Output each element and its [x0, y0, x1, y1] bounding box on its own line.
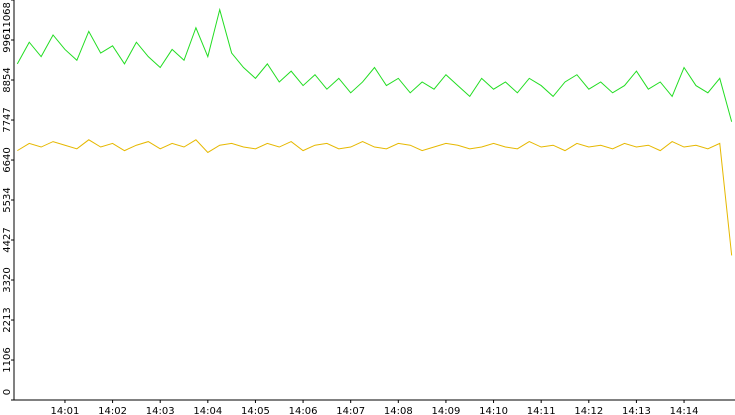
- y-tick-label: 8854: [2, 67, 13, 92]
- y-tick-label: 2213: [2, 307, 13, 332]
- x-tick-label: 14:02: [98, 406, 127, 415]
- y-tick-label: 1106: [2, 347, 13, 372]
- y-tick-label: 3320: [2, 267, 13, 292]
- x-tick-label: 14:06: [289, 406, 318, 415]
- x-tick-label: 14:14: [670, 406, 699, 415]
- x-tick-label: 14:01: [51, 406, 80, 415]
- x-tick-label: 14:04: [193, 406, 222, 415]
- y-tick-label: 7747: [2, 107, 13, 132]
- y-tick-label: 11068: [2, 2, 13, 34]
- x-tick-label: 14:05: [241, 406, 270, 415]
- x-tick-label: 14:08: [384, 406, 413, 415]
- x-tick-label: 14:11: [527, 406, 556, 415]
- y-tick-label: 5534: [2, 187, 13, 212]
- y-tick-label: 0: [2, 389, 13, 395]
- series-line: [16, 7, 733, 122]
- x-tick-label: 14:03: [146, 406, 175, 415]
- x-tick-label: 14:07: [336, 406, 365, 415]
- x-tick-label: 14:13: [622, 406, 651, 415]
- x-tick-label: 14:10: [479, 406, 508, 415]
- x-tick-label: 14:09: [432, 406, 461, 415]
- y-tick-label: 4427: [2, 227, 13, 252]
- series-line: [17, 139, 733, 256]
- y-tick-label: 6640: [2, 147, 13, 172]
- y-tick-label: 9961: [2, 27, 13, 52]
- x-tick-label: 14:12: [574, 406, 603, 415]
